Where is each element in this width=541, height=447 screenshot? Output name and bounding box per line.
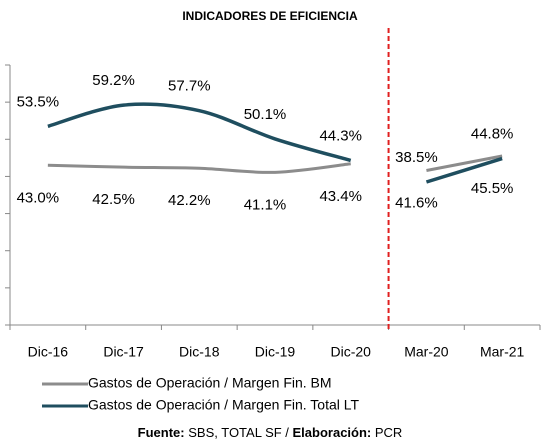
data-label: 44.8% <box>471 126 514 143</box>
legend-label: Gastos de Operación / Margen Fin. BM <box>88 375 332 391</box>
source-text: PCR <box>371 425 402 440</box>
source-label: Fuente: <box>138 425 185 440</box>
x-tick-label: Mar-21 <box>480 344 525 360</box>
series-line <box>425 156 503 184</box>
data-label: 50.1% <box>244 106 287 123</box>
x-tick-label: Dic-18 <box>179 344 220 360</box>
data-label: 44.3% <box>319 127 362 144</box>
source: Fuente: SBS, TOTAL SF / Elaboración: PCR <box>138 425 403 440</box>
data-label: 41.6% <box>395 194 438 211</box>
source-text: SBS, TOTAL SF / <box>185 425 293 440</box>
series-line <box>47 102 352 163</box>
data-label: 45.5% <box>471 180 514 197</box>
data-label: 41.1% <box>244 196 287 213</box>
data-label: 43.4% <box>319 188 362 205</box>
chart-title: INDICADORES DE EFICIENCIA <box>182 9 358 23</box>
x-tick-label: Dic-19 <box>255 344 296 360</box>
data-label: 38.5% <box>395 149 438 166</box>
source-label: Elaboración: <box>293 425 372 440</box>
x-tick-label: Dic-16 <box>28 344 69 360</box>
legend-label: Gastos de Operación / Margen Fin. Total … <box>88 397 360 413</box>
data-label: 53.5% <box>17 93 60 110</box>
x-tick-label: Dic-17 <box>103 344 144 360</box>
series-line <box>426 154 503 172</box>
data-label: 42.5% <box>92 191 135 208</box>
series-line <box>47 162 351 174</box>
data-label: 42.2% <box>168 192 211 209</box>
x-tick-label: Mar-20 <box>404 344 449 360</box>
data-label: 57.7% <box>168 78 211 95</box>
data-label: 59.2% <box>92 72 135 89</box>
data-label: 43.0% <box>17 189 60 206</box>
x-tick-label: Dic-20 <box>330 344 371 360</box>
